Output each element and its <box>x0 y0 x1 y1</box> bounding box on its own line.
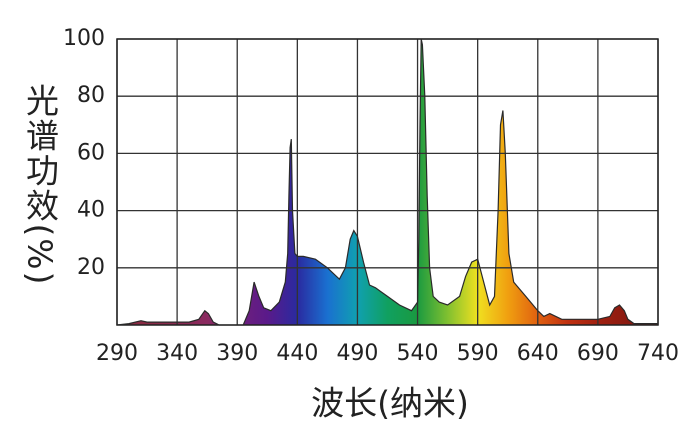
x-tick-label: 390 <box>216 341 258 366</box>
x-tick-label: 440 <box>276 341 318 366</box>
x-tick-label: 340 <box>156 341 198 366</box>
x-tick-label: 290 <box>96 341 138 366</box>
x-tick-label: 590 <box>457 341 499 366</box>
x-tick-label: 740 <box>637 341 679 366</box>
x-tick-label: 640 <box>517 341 559 366</box>
spectrum-line <box>116 38 658 326</box>
y-tick-label: 60 <box>77 140 105 165</box>
x-tick-label: 490 <box>336 341 378 366</box>
x-tick-label: 690 <box>577 341 619 366</box>
plot-frame <box>116 38 659 326</box>
x-axis-label: 波长(纳米) <box>311 384 469 423</box>
x-tick-label: 540 <box>397 341 439 366</box>
y-axis-label: 光谱功效(%) <box>21 83 60 286</box>
y-tick-label: 80 <box>77 83 105 108</box>
y-tick-label: 100 <box>63 26 105 51</box>
y-tick-label: 20 <box>77 255 105 280</box>
y-tick-label: 40 <box>77 198 105 223</box>
area-fill <box>117 39 658 325</box>
